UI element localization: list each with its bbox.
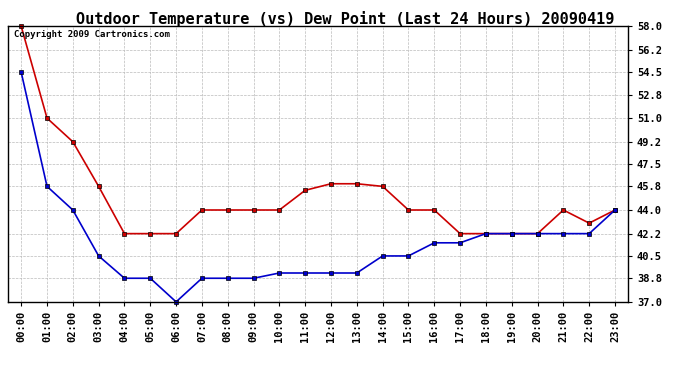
Text: Outdoor Temperature (vs) Dew Point (Last 24 Hours) 20090419: Outdoor Temperature (vs) Dew Point (Last… xyxy=(76,11,614,27)
Text: Copyright 2009 Cartronics.com: Copyright 2009 Cartronics.com xyxy=(14,30,170,39)
